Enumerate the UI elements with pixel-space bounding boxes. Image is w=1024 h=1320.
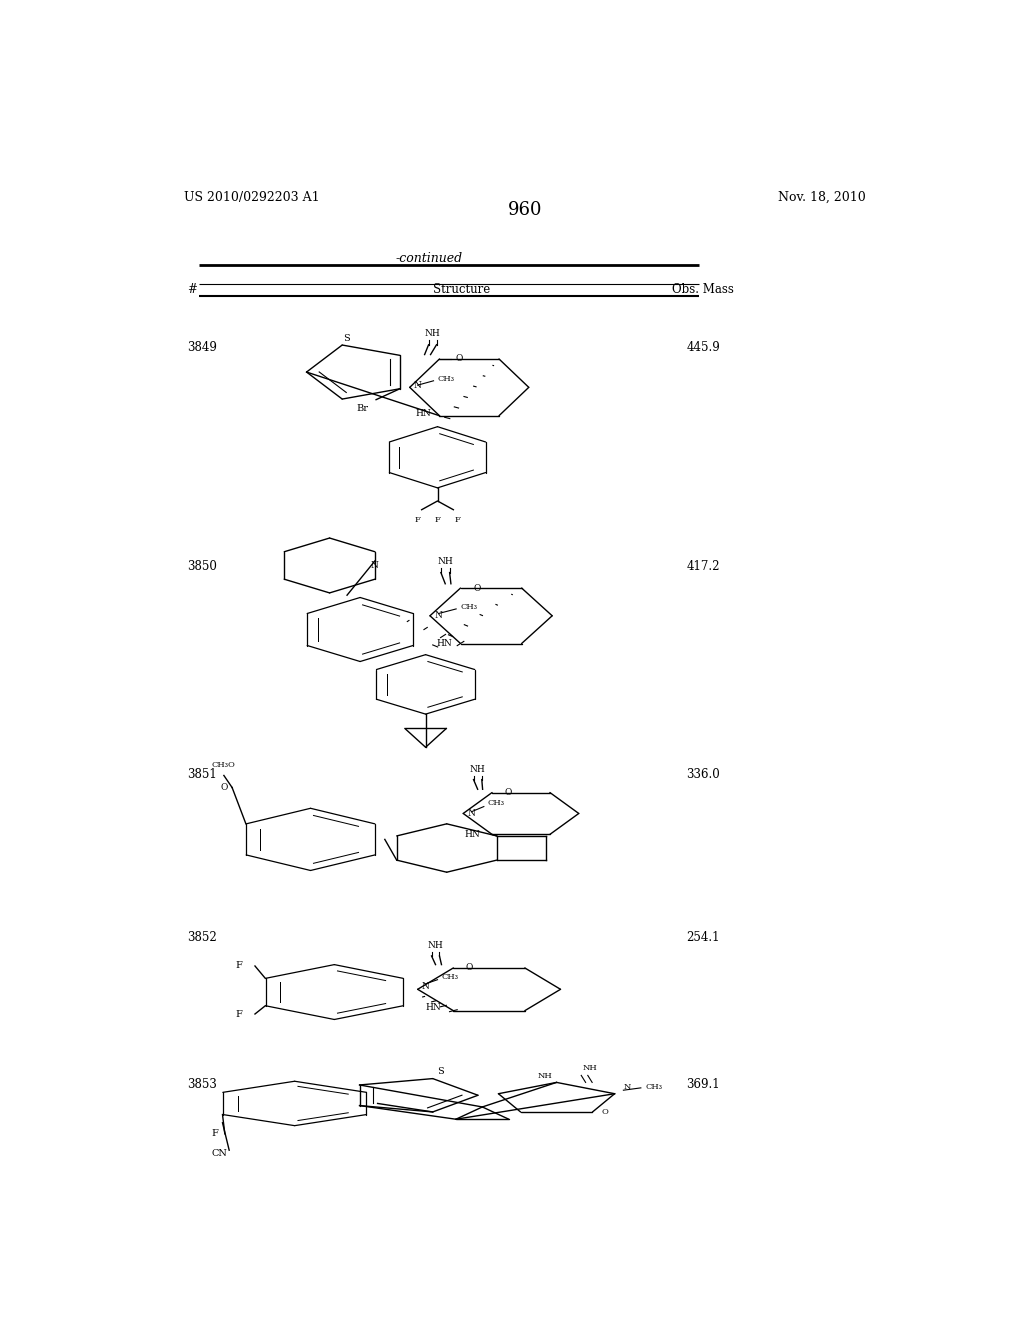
Text: 3849: 3849: [187, 342, 217, 354]
Text: 960: 960: [508, 201, 542, 219]
Text: US 2010/0292203 A1: US 2010/0292203 A1: [183, 191, 319, 203]
Text: -continued: -continued: [396, 252, 463, 265]
Text: 3853: 3853: [187, 1078, 217, 1092]
Text: 445.9: 445.9: [686, 342, 720, 354]
Text: 336.0: 336.0: [686, 768, 720, 781]
Text: 3850: 3850: [187, 560, 217, 573]
Text: 369.1: 369.1: [686, 1078, 720, 1092]
Text: 3852: 3852: [187, 931, 217, 944]
Text: 417.2: 417.2: [687, 560, 720, 573]
Text: Structure: Structure: [433, 282, 489, 296]
Text: Nov. 18, 2010: Nov. 18, 2010: [778, 191, 866, 203]
Text: #: #: [187, 282, 198, 296]
Text: Obs. Mass: Obs. Mass: [673, 282, 734, 296]
Text: 254.1: 254.1: [687, 931, 720, 944]
Text: 3851: 3851: [187, 768, 217, 781]
